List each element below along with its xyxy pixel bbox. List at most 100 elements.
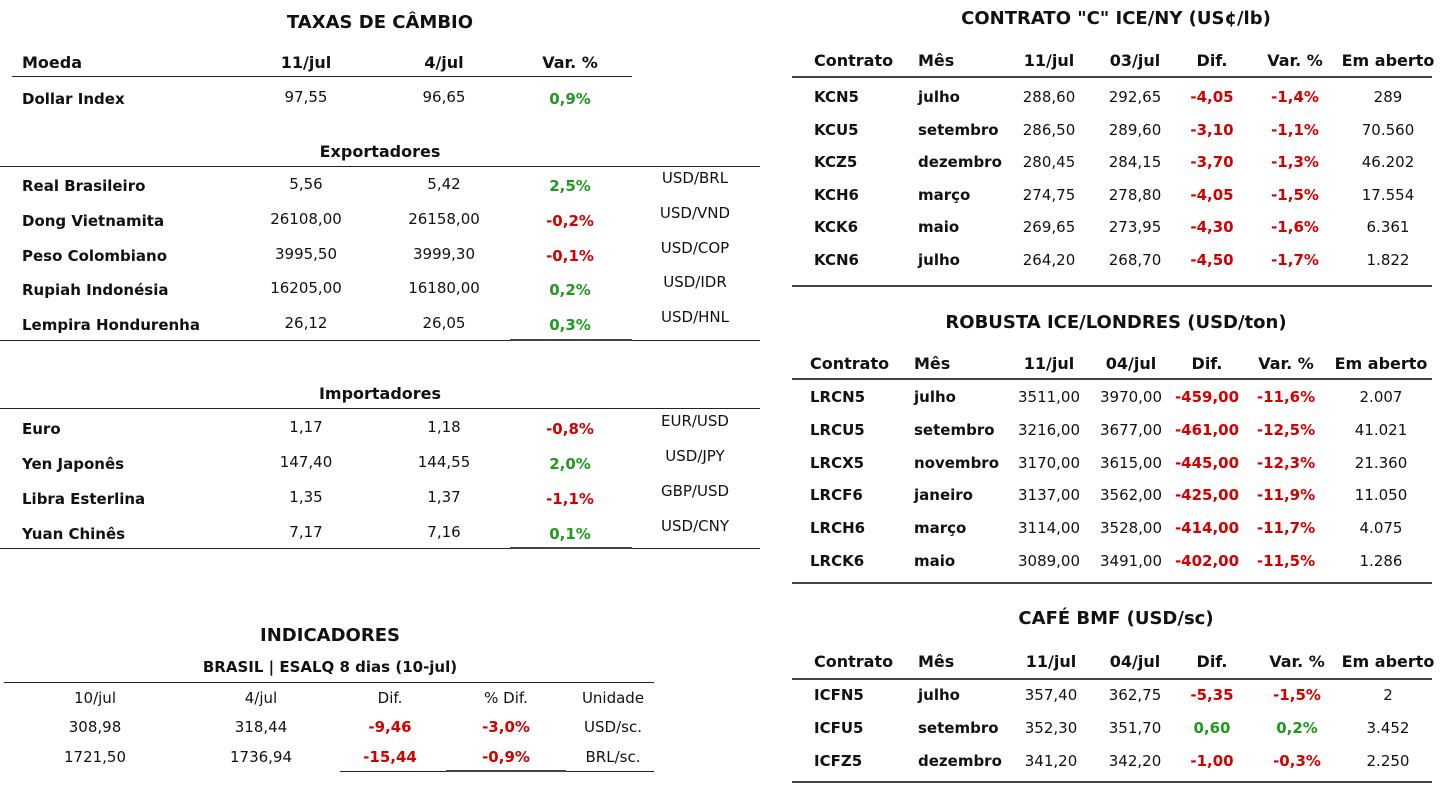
robusta-header-rule [792,378,1432,380]
currency-value-11jul: 1,35 [289,488,323,506]
robusta-header: Mês [914,354,951,373]
bmf-cell-v2: 342,20 [1108,751,1162,770]
currency-variation: 2,5% [549,177,591,195]
ice_ny-cell-m: maio [918,218,960,236]
bmf-cell-var: -1,5% [1273,686,1321,704]
ice_ny-cell-v1: 280,45 [1022,153,1076,171]
robusta-cell-v2: 3528,00 [1099,519,1163,538]
ice_ny-cell-var: -1,3% [1271,153,1319,171]
ice_ny-cell-m: março [918,185,971,204]
ice_ny-cell-m: setembro [918,120,999,139]
bmf-bottom-rule [792,781,1432,783]
currency-value-11jul: 7,17 [289,523,323,541]
currency-variation: -0,8% [546,420,594,438]
ice_ny-cell-dif: -4,50 [1190,250,1234,269]
currency-pair: USD/VND [659,203,731,222]
currency-name: Real Brasileiro [22,177,146,195]
currency-value-11jul: 1,17 [289,418,323,436]
robusta-cell-v1: 3170,00 [1017,453,1081,472]
ice_ny-cell-oi: 46.202 [1361,153,1415,171]
currency-variation: 0,9% [549,90,591,108]
robusta-cell-m: março [914,519,967,538]
robusta-cell-v1: 3089,00 [1017,552,1081,570]
ice_ny-cell-oi: 17.554 [1361,185,1415,204]
robusta-cell-m: setembro [914,420,995,439]
currency-variation: 2,0% [549,455,591,473]
currency-pair: USD/IDR [663,273,727,292]
currency-pair: GBP/USD [660,482,730,500]
robusta-cell-m: janeiro [914,486,973,505]
robusta-header: Em aberto [1334,354,1428,373]
currency-variation: 0,2% [549,281,591,300]
robusta-title: ROBUSTA ICE/LONDRES (USD/ton) [945,312,1287,333]
ice_ny-cell-v2: 292,65 [1108,88,1162,106]
currency-variation: 0,1% [549,525,591,543]
ice_ny-cell-dif: -4,30 [1190,218,1234,236]
robusta-cell-oi: 11.050 [1354,486,1408,505]
currency-name: Rupiah Indonésia [22,281,169,300]
ice_ny-header: 11/jul [1023,51,1075,70]
ice_ny-cell-m: julho [918,88,960,106]
robusta-cell-v2: 3677,00 [1099,420,1163,439]
robusta-cell-c: LRCF6 [810,486,863,505]
currency-variation: -0,2% [546,211,594,230]
exportadores-rule [0,166,760,167]
robusta-cell-dif: -459,00 [1174,388,1240,406]
bmf-cell-var: -0,3% [1273,751,1321,770]
robusta-cell-var: -11,9% [1256,486,1316,505]
ice_ny-cell-dif: -3,70 [1190,153,1234,171]
robusta-cell-dif: -461,00 [1174,420,1240,439]
ice_ny-header: Dif. [1196,51,1228,70]
ice_ny-header-rule [792,76,1432,78]
bmf-header: Mês [918,652,955,671]
indicador-v2: 318,44 [234,718,288,736]
bmf-cell-m: dezembro [918,751,1002,770]
robusta-cell-var: -11,7% [1256,519,1316,538]
ice_ny-cell-c: KCN6 [814,250,859,269]
currency-pair: EUR/USD [661,412,729,430]
ice_ny-cell-var: -1,7% [1271,250,1319,269]
robusta-cell-c: LRCK6 [810,552,865,570]
bmf-cell-m: setembro [918,718,999,737]
bmf-header-rule [792,678,1432,680]
ice_ny-cell-v1: 269,65 [1022,218,1076,236]
ice_ny-header: Var. % [1267,51,1323,70]
robusta-cell-var: -11,5% [1256,552,1316,570]
robusta-cell-c: LRCN5 [810,388,866,406]
robusta-cell-dif: -425,00 [1174,486,1240,505]
bmf-cell-v1: 352,30 [1024,718,1078,737]
ice_ny-bottom-rule [792,285,1432,287]
currency-value-11jul: 97,55 [284,88,328,106]
cambio-title: TAXAS DE CÂMBIO [286,12,474,33]
indicador-dif: -15,44 [363,748,417,766]
ice_ny-title: CONTRATO "C" ICE/NY (US¢/lb) [961,8,1271,29]
bmf-cell-c: ICFN5 [814,686,864,704]
indicador-unit: BRL/sc. [585,748,641,766]
bmf-cell-v1: 341,20 [1024,751,1078,770]
robusta-cell-dif: -402,00 [1174,552,1240,570]
robusta-cell-v1: 3216,00 [1017,420,1081,439]
bmf-header: Var. % [1269,652,1325,671]
ice_ny-cell-c: KCZ5 [814,153,858,171]
currency-value-4jul: 16180,00 [408,279,480,298]
currency-value-11jul: 26,12 [284,314,328,333]
bmf-cell-dif: -1,00 [1190,751,1234,770]
currency-value-4jul: 26,05 [422,314,466,333]
currency-pair: USD/COP [660,238,730,257]
currency-variation: 0,3% [549,316,591,335]
indicadores-pct-rule [446,770,566,772]
importadores-bottom-rule [0,548,760,549]
robusta-cell-m: maio [914,552,956,570]
currency-pair: USD/JPY [665,447,725,465]
bmf-header: Dif. [1196,652,1228,671]
exportadores-title: Exportadores [319,142,441,161]
currency-variation: -1,1% [546,490,594,508]
ice_ny-cell-v2: 289,60 [1108,120,1162,139]
bmf-title: CAFÉ BMF (USD/sc) [1018,608,1214,629]
ice_ny-cell-v1: 264,20 [1022,250,1076,269]
ice_ny-cell-v2: 278,80 [1108,185,1162,204]
bmf-cell-v2: 362,75 [1108,686,1162,704]
currency-name: Dong Vietnamita [22,211,165,230]
importadores-title: Importadores [318,384,442,403]
currency-value-11jul: 3995,50 [274,244,338,263]
